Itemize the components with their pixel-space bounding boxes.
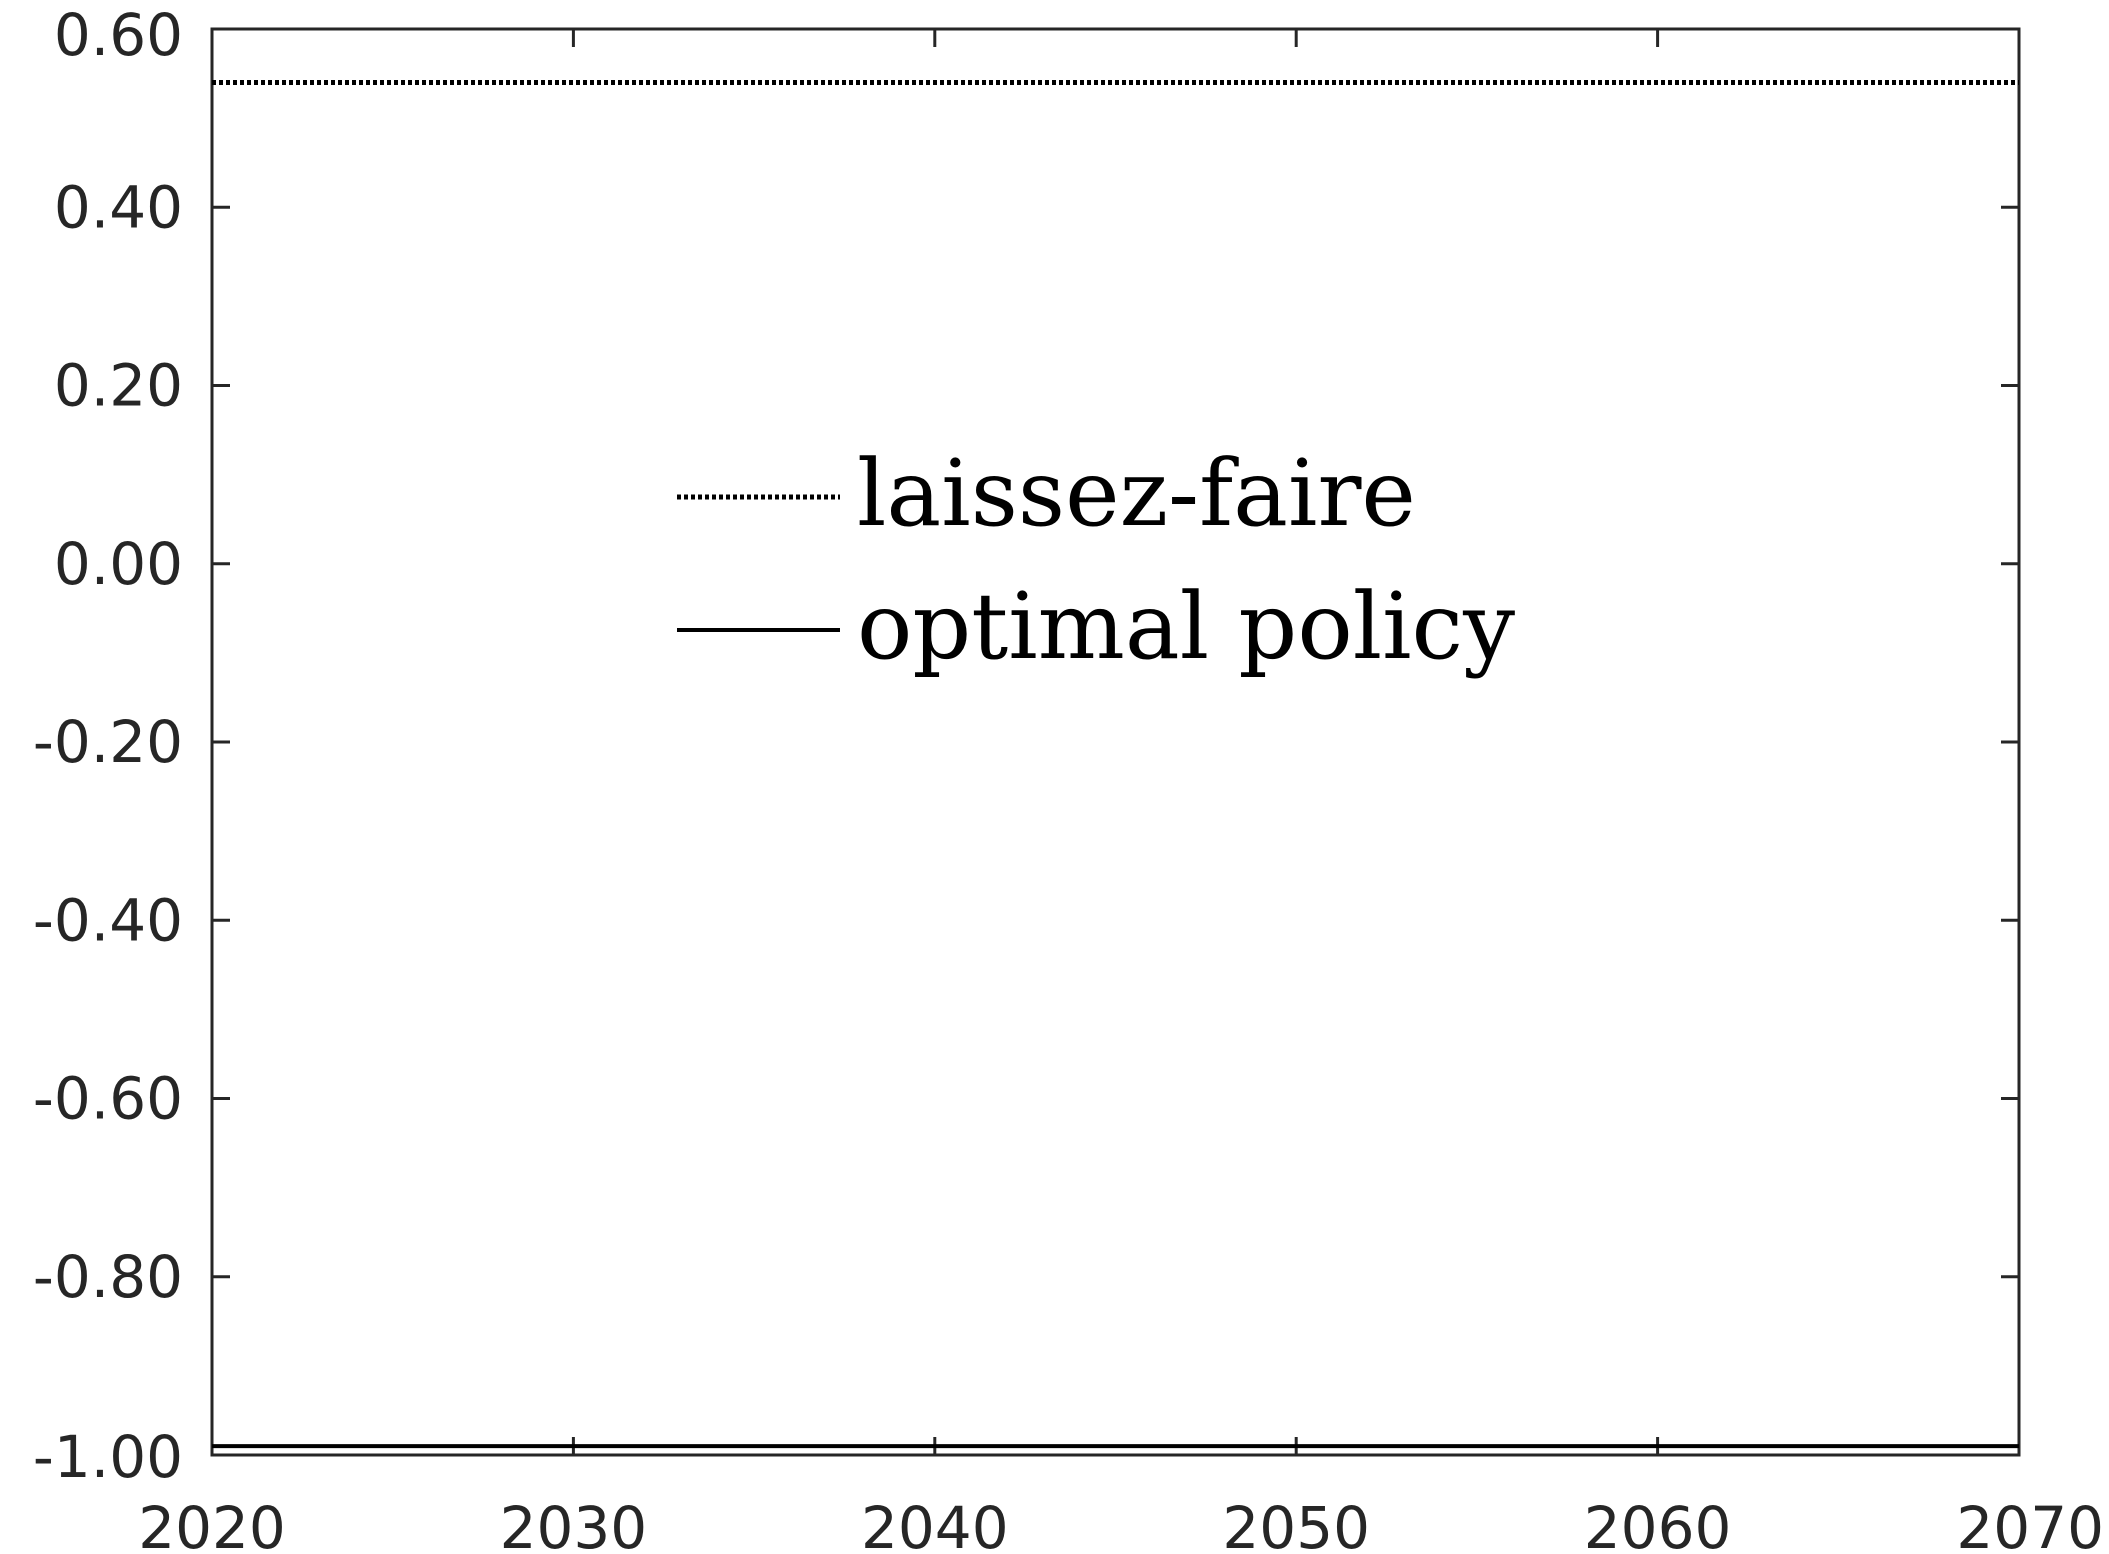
y-tick-label: 0.40: [54, 173, 183, 241]
y-tick-label: -0.60: [33, 1065, 183, 1133]
x-tick-label: 2030: [500, 1494, 648, 1554]
x-tick-label: 2040: [861, 1494, 1009, 1554]
x-tick-labels: 2020 2030 2040 2050 2060 2070: [138, 1494, 2104, 1554]
plot-area: [210, 27, 2021, 1457]
y-tick-label: -0.20: [33, 708, 183, 776]
y-tick-labels: 0.60 0.40 0.20 0.00 -0.20 -0.40 -0.60 -0.80 -1.0…: [33, 1, 183, 1491]
y-tick-label: -1.00: [33, 1423, 183, 1491]
series-lines: [212, 79, 2019, 1449]
y-tick-label: 0.00: [54, 530, 183, 598]
legend-label: laissez-faire: [857, 440, 1416, 547]
legend: laissez-faire optimal policy: [677, 440, 1515, 680]
y-tick-label: -0.40: [33, 886, 183, 954]
x-tick-label: 2060: [1584, 1494, 1732, 1554]
legend-label: optimal policy: [857, 573, 1515, 680]
y-tick-label: 0.20: [54, 352, 183, 420]
x-tick-label: 2070: [1956, 1494, 2104, 1554]
x-tick-label: 2020: [138, 1494, 286, 1554]
y-tick-label: 0.60: [54, 1, 183, 69]
axis-ticks: [210, 27, 2021, 1457]
y-tick-label: -0.80: [33, 1243, 183, 1311]
x-tick-label: 2050: [1222, 1494, 1370, 1554]
